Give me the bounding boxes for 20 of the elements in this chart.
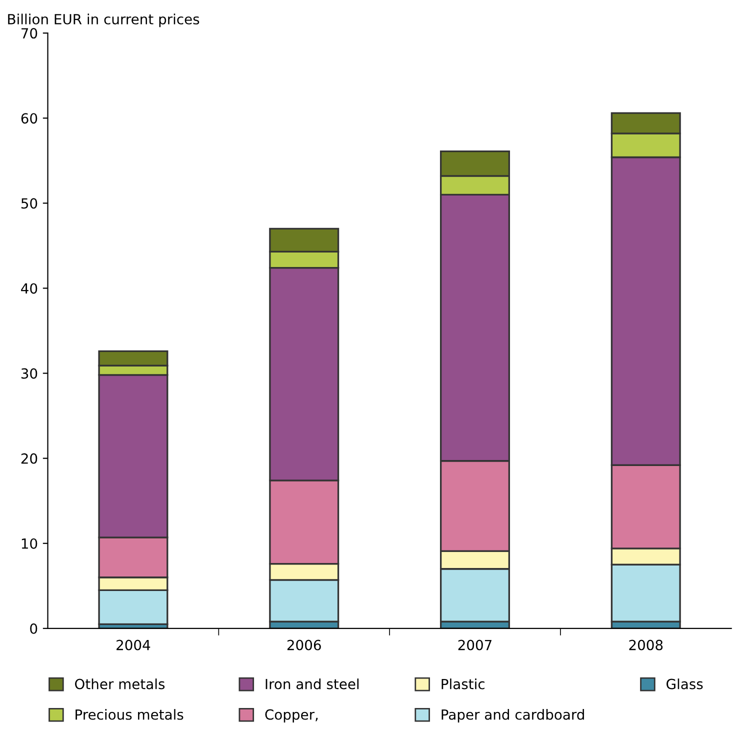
legend-label: Precious metals [76,709,184,720]
x-tick-label: 2008 [629,640,663,650]
y-tick-label: 0 [30,623,38,634]
y-tick-label: 40 [21,283,38,294]
y-tick-label: 10 [22,538,38,549]
y-axis-title: Billion EUR in current prices [8,14,200,28]
y-tick-label: 70 [22,28,38,39]
x-tick-label: 2004 [116,640,150,650]
x-tick-label: 2007 [458,640,492,650]
legend-label: Iron and steel [266,678,359,690]
y-tick-label: 30 [21,368,38,379]
legend-label: Glass [666,678,703,690]
legend-label: Plastic [442,678,484,690]
x-tick-label: 2006 [287,640,321,650]
legend-label: Other metals [75,678,165,690]
y-tick-label: 20 [21,453,38,464]
y-tick-label: 60 [21,113,38,124]
legend-label: Paper and cardboard [442,709,584,722]
legend-label: Copper, [265,709,318,722]
y-tick-label: 50 [21,198,38,209]
